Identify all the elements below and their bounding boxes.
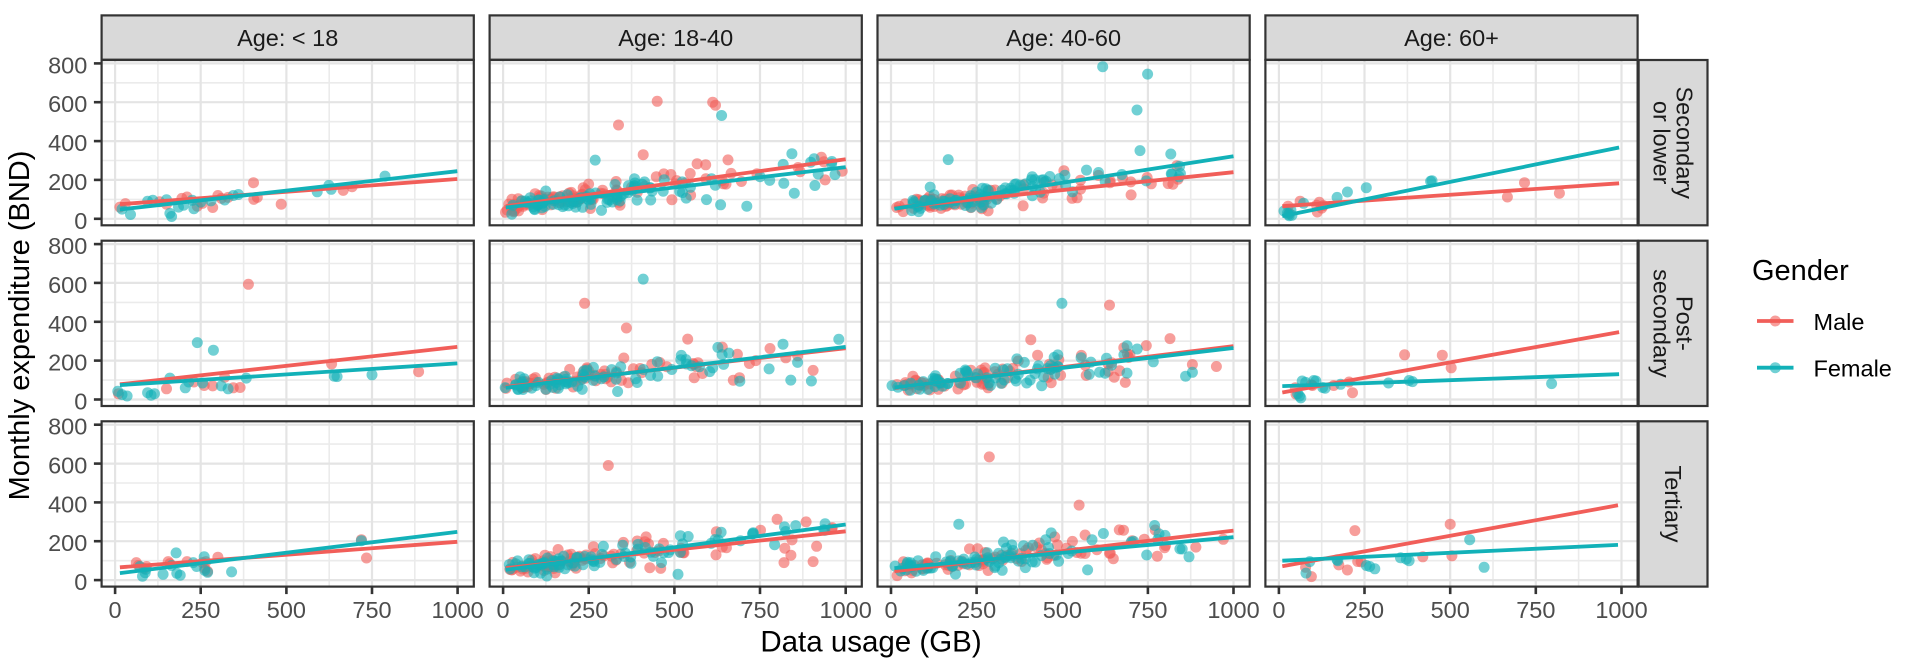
svg-text:250: 250	[957, 597, 996, 623]
svg-text:500: 500	[655, 597, 694, 623]
svg-text:1000: 1000	[1595, 597, 1647, 623]
svg-text:Age: 18-40: Age: 18-40	[618, 25, 733, 51]
svg-text:1000: 1000	[820, 597, 872, 623]
svg-text:0: 0	[109, 597, 122, 623]
svg-text:Male: Male	[1814, 309, 1865, 335]
svg-text:Gender: Gender	[1752, 255, 1849, 287]
svg-text:600: 600	[48, 272, 87, 298]
svg-text:200: 200	[48, 530, 87, 556]
svg-text:0: 0	[74, 569, 87, 595]
svg-text:0: 0	[497, 597, 510, 623]
svg-text:750: 750	[1516, 597, 1555, 623]
svg-text:800: 800	[48, 414, 87, 440]
svg-text:800: 800	[48, 52, 87, 78]
svg-text:0: 0	[74, 389, 87, 415]
svg-text:200: 200	[48, 169, 87, 195]
svg-text:750: 750	[352, 597, 391, 623]
svg-text:Post-: Post-	[1671, 296, 1697, 351]
svg-text:500: 500	[267, 597, 306, 623]
svg-text:400: 400	[48, 491, 87, 517]
svg-text:Age: 40-60: Age: 40-60	[1006, 25, 1121, 51]
svg-text:600: 600	[48, 453, 87, 479]
svg-text:Age: < 18: Age: < 18	[237, 25, 338, 51]
svg-text:250: 250	[569, 597, 608, 623]
svg-text:600: 600	[48, 91, 87, 117]
svg-text:250: 250	[181, 597, 220, 623]
svg-text:500: 500	[1043, 597, 1082, 623]
svg-text:Tertiary: Tertiary	[1660, 465, 1686, 542]
svg-text:750: 750	[740, 597, 779, 623]
svg-text:400: 400	[48, 311, 87, 337]
svg-text:400: 400	[48, 130, 87, 156]
svg-text:Age: 60+: Age: 60+	[1404, 25, 1499, 51]
svg-text:500: 500	[1431, 597, 1470, 623]
svg-text:0: 0	[74, 208, 87, 234]
svg-text:Female: Female	[1814, 356, 1892, 382]
svg-text:800: 800	[48, 233, 87, 259]
svg-text:200: 200	[48, 350, 87, 376]
svg-text:0: 0	[1272, 597, 1285, 623]
svg-text:Secondary: Secondary	[1671, 87, 1697, 200]
svg-text:1000: 1000	[1207, 597, 1259, 623]
svg-text:1000: 1000	[431, 597, 483, 623]
svg-text:250: 250	[1345, 597, 1384, 623]
svg-text:0: 0	[884, 597, 897, 623]
svg-text:secondary: secondary	[1648, 269, 1674, 378]
svg-text:Data usage (GB): Data usage (GB)	[760, 625, 981, 658]
svg-text:750: 750	[1128, 597, 1167, 623]
svg-text:or lower: or lower	[1648, 101, 1674, 185]
svg-text:Monthly expenditure (BND): Monthly expenditure (BND)	[4, 151, 36, 501]
